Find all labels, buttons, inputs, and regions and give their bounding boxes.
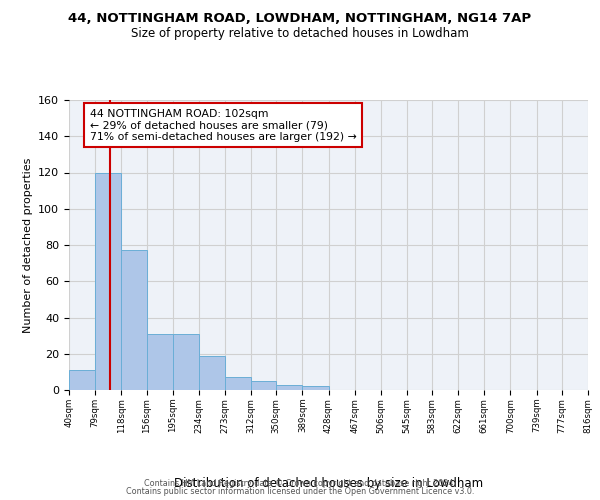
Text: Size of property relative to detached houses in Lowdham: Size of property relative to detached ho… <box>131 28 469 40</box>
Bar <box>199 356 225 390</box>
Bar <box>302 386 329 390</box>
Bar <box>146 334 173 390</box>
Bar <box>173 334 199 390</box>
Bar <box>69 370 95 390</box>
Text: 44, NOTTINGHAM ROAD, LOWDHAM, NOTTINGHAM, NG14 7AP: 44, NOTTINGHAM ROAD, LOWDHAM, NOTTINGHAM… <box>68 12 532 26</box>
Bar <box>121 250 146 390</box>
Text: 44 NOTTINGHAM ROAD: 102sqm
← 29% of detached houses are smaller (79)
71% of semi: 44 NOTTINGHAM ROAD: 102sqm ← 29% of deta… <box>90 108 356 142</box>
Bar <box>277 384 302 390</box>
Y-axis label: Number of detached properties: Number of detached properties <box>23 158 32 332</box>
Text: Contains public sector information licensed under the Open Government Licence v3: Contains public sector information licen… <box>126 487 474 496</box>
Bar <box>225 378 251 390</box>
Bar <box>251 381 277 390</box>
Bar <box>95 172 121 390</box>
X-axis label: Distribution of detached houses by size in Lowdham: Distribution of detached houses by size … <box>174 477 483 490</box>
Text: Contains HM Land Registry data © Crown copyright and database right 2024.: Contains HM Land Registry data © Crown c… <box>144 478 456 488</box>
